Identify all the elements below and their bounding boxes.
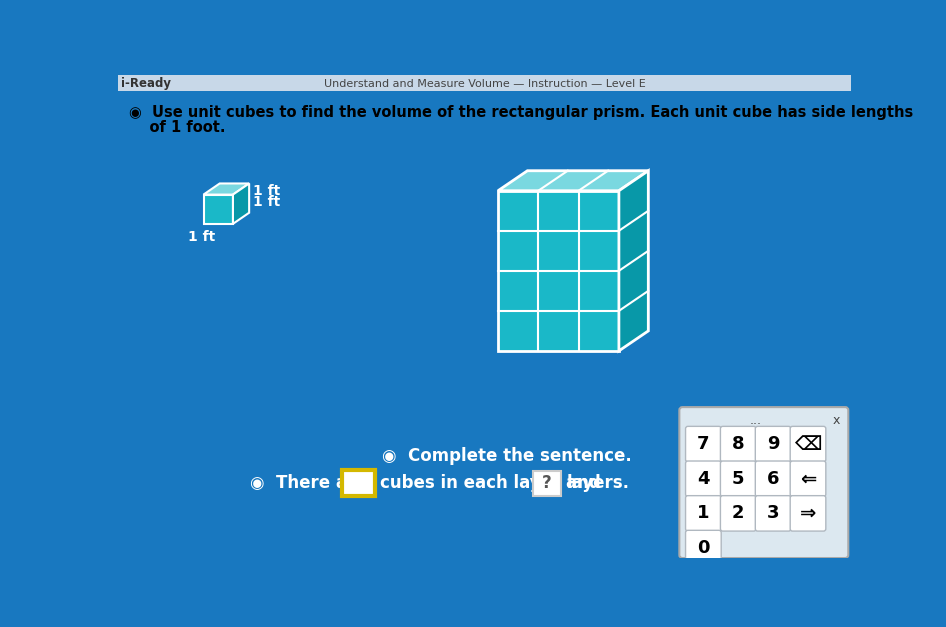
FancyBboxPatch shape [342, 470, 375, 497]
FancyBboxPatch shape [686, 530, 721, 566]
FancyBboxPatch shape [686, 426, 721, 461]
Polygon shape [233, 184, 249, 224]
FancyBboxPatch shape [721, 426, 756, 461]
Text: 1: 1 [697, 504, 710, 522]
Polygon shape [498, 171, 648, 191]
FancyBboxPatch shape [755, 426, 791, 461]
FancyBboxPatch shape [679, 407, 849, 558]
Text: 7: 7 [697, 435, 710, 453]
Text: 9: 9 [767, 435, 780, 453]
Text: ◉  Complete the sentence.: ◉ Complete the sentence. [382, 448, 632, 465]
FancyBboxPatch shape [790, 461, 826, 497]
FancyBboxPatch shape [755, 496, 791, 531]
Text: 6: 6 [767, 470, 780, 488]
Polygon shape [203, 184, 249, 194]
Text: ⇐: ⇐ [799, 469, 816, 488]
Text: ?: ? [542, 475, 552, 492]
FancyBboxPatch shape [686, 461, 721, 497]
Text: ◉  There are: ◉ There are [250, 475, 367, 492]
Text: layers.: layers. [567, 475, 629, 492]
FancyBboxPatch shape [721, 496, 756, 531]
FancyBboxPatch shape [790, 496, 826, 531]
Text: of 1 foot.: of 1 foot. [129, 120, 225, 135]
Text: 1 ft: 1 ft [253, 184, 280, 198]
Text: cubes in each layer and: cubes in each layer and [380, 475, 601, 492]
Text: x: x [832, 414, 840, 427]
Text: 4: 4 [697, 470, 710, 488]
Text: ◉  Use unit cubes to find the volume of the rectangular prism. Each unit cube ha: ◉ Use unit cubes to find the volume of t… [129, 105, 913, 120]
Text: 5: 5 [732, 470, 745, 488]
Text: 1 ft: 1 ft [253, 195, 280, 209]
Text: ...: ... [750, 414, 762, 427]
FancyBboxPatch shape [533, 471, 561, 496]
Text: Understand and Measure Volume — Instruction — Level E: Understand and Measure Volume — Instruct… [324, 79, 646, 88]
FancyBboxPatch shape [721, 461, 756, 497]
Text: 8: 8 [732, 435, 745, 453]
FancyBboxPatch shape [686, 496, 721, 531]
Text: ⇒: ⇒ [799, 504, 816, 523]
FancyBboxPatch shape [118, 75, 851, 91]
Text: 2: 2 [732, 504, 745, 522]
Polygon shape [498, 191, 619, 351]
Text: i-Ready: i-Ready [121, 77, 171, 90]
Text: 3: 3 [767, 504, 780, 522]
Polygon shape [203, 194, 233, 224]
FancyBboxPatch shape [790, 426, 826, 461]
Polygon shape [619, 171, 648, 351]
Text: 1 ft: 1 ft [188, 230, 216, 244]
FancyBboxPatch shape [755, 461, 791, 497]
Text: 0: 0 [697, 539, 710, 557]
Text: ⌫: ⌫ [795, 435, 822, 453]
